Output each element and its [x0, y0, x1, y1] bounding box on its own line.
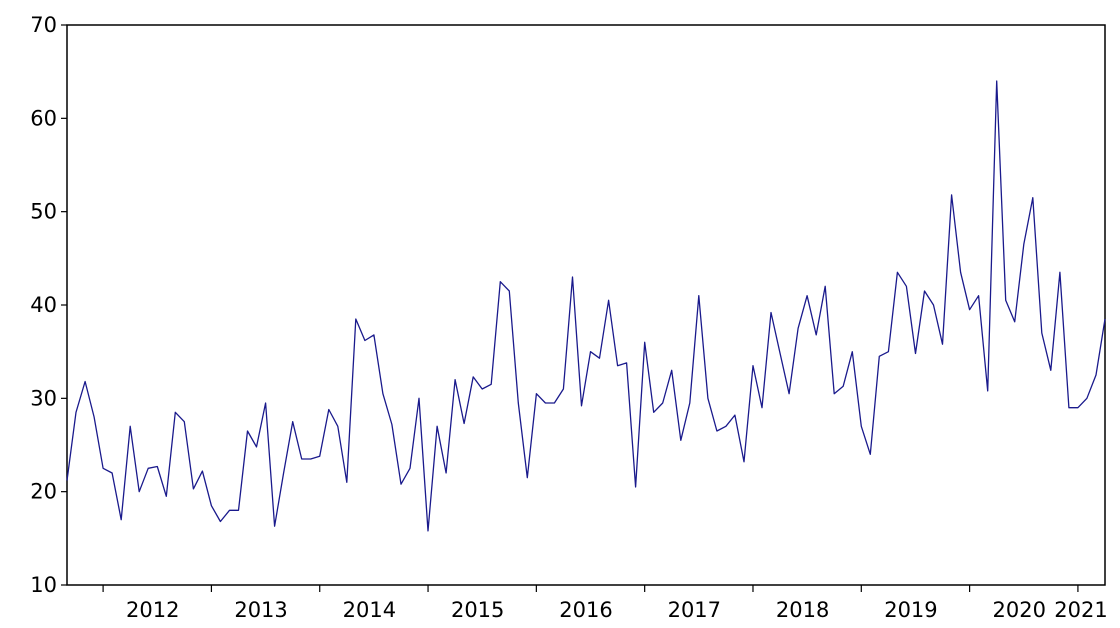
x-tick-label: 2018: [776, 598, 829, 622]
x-tick-label: 2013: [234, 598, 287, 622]
x-tick-label: 2019: [884, 598, 937, 622]
plot-frame: [66, 24, 1106, 586]
x-tick-label: 2020: [993, 598, 1046, 622]
y-tick-label: 60: [30, 106, 57, 130]
y-tick-label: 70: [30, 13, 57, 37]
series-group: [66, 80, 1106, 532]
y-tick-label: 20: [30, 480, 57, 504]
x-tick-label: 2014: [343, 598, 396, 622]
y-tick-label: 40: [30, 293, 57, 317]
y-axis: 10 20 30 40 50 60 70: [30, 13, 67, 597]
x-tick-label: 2021: [1054, 598, 1107, 622]
x-tick-label: 2017: [668, 598, 721, 622]
x-tick-label: 2012: [126, 598, 179, 622]
y-tick-label: 30: [30, 386, 57, 410]
x-tick-label: 2016: [559, 598, 612, 622]
y-tick-label: 50: [30, 200, 57, 224]
x-tick-label: 2015: [451, 598, 504, 622]
series-line: [66, 80, 1106, 532]
x-axis: 2012 2013 2014 2015 2016 2017 2018 2019 2020 2021: [102, 585, 1108, 622]
y-tick-label: 10: [30, 573, 57, 597]
